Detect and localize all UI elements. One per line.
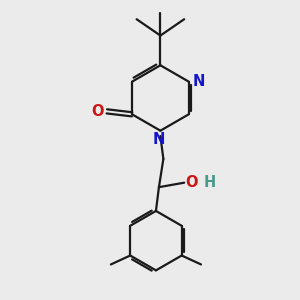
- Text: N: N: [193, 74, 205, 89]
- Text: N: N: [153, 132, 165, 147]
- Text: O: O: [186, 175, 198, 190]
- Text: O: O: [91, 104, 103, 119]
- Text: H: H: [203, 175, 216, 190]
